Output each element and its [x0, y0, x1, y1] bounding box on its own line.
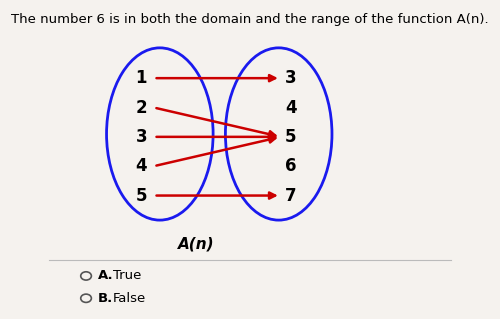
Text: 2: 2	[136, 99, 147, 116]
Text: A.: A.	[98, 270, 113, 282]
Text: False: False	[112, 292, 146, 305]
Text: 3: 3	[136, 128, 147, 146]
Text: 5: 5	[136, 187, 147, 204]
Text: B.: B.	[98, 292, 113, 305]
Text: The number 6 is in both the domain and the range of the function A(n).: The number 6 is in both the domain and t…	[11, 13, 489, 26]
Text: True: True	[112, 270, 141, 282]
Text: 6: 6	[285, 157, 296, 175]
Text: A(n): A(n)	[178, 236, 215, 252]
Text: 1: 1	[136, 69, 147, 87]
Text: 7: 7	[285, 187, 297, 204]
Text: 4: 4	[285, 99, 297, 116]
Text: 3: 3	[285, 69, 297, 87]
Text: 4: 4	[136, 157, 147, 175]
Text: 5: 5	[285, 128, 296, 146]
